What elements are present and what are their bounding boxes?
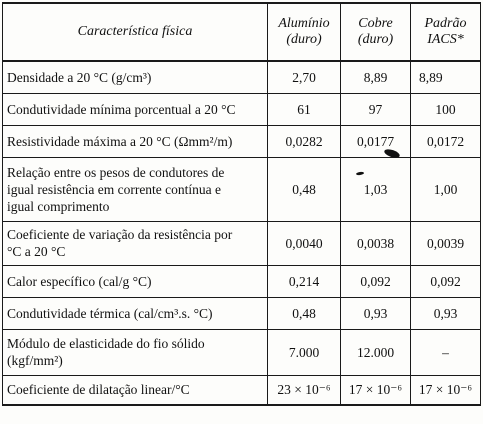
table-row: Condutividade mínima porcentual a 20 °C … (2, 92, 481, 126)
physical-properties-table: Característica física Alumínio (duro) Co… (2, 2, 481, 406)
row-cobre: 0,0038 (340, 220, 411, 266)
row-property: Condutividade térmica (cal/cm³.s. °C) (2, 296, 268, 330)
header-padrao: Padrão IACS* (410, 2, 481, 62)
row-property: Calor específico (cal/g °C) (2, 264, 268, 298)
row-padrao: – (410, 328, 481, 376)
table-row: Densidade a 20 °C (g/cm³) 2,70 8,89 8,89 (2, 60, 481, 94)
row-aluminio: 0,0282 (267, 124, 341, 158)
row-aluminio: 0,48 (267, 156, 341, 222)
row-property: Módulo de elasticidade do fio sólido (kg… (2, 328, 268, 376)
row-property: Densidade a 20 °C (g/cm³) (2, 60, 268, 94)
table-row: Relação entre os pesos de condutores de … (2, 156, 481, 222)
row-cobre: 17 × 10⁻⁶ (340, 374, 411, 406)
row-padrao: 100 (410, 92, 481, 126)
row-aluminio: 0,0040 (267, 220, 341, 266)
row-property: Coeficiente de variação da resistência p… (2, 220, 268, 266)
row-cobre: 1,03 (340, 156, 411, 222)
row-padrao: 0,092 (410, 264, 481, 298)
row-padrao: 8,89 (410, 60, 481, 94)
row-cobre: 12.000 (340, 328, 411, 376)
table-row: Condutividade térmica (cal/cm³.s. °C) 0,… (2, 296, 481, 330)
table-row: Calor específico (cal/g °C) 0,214 0,092 … (2, 264, 481, 298)
row-property: Relação entre os pesos de condutores de … (2, 156, 268, 222)
header-property: Característica física (2, 2, 268, 62)
row-cobre: 97 (340, 92, 411, 126)
row-padrao: 0,0172 (410, 124, 481, 158)
row-cobre: 0,0177 (340, 124, 411, 158)
table-row: Coeficiente de variação da resistência p… (2, 220, 481, 266)
header-cobre: Cobre (duro) (340, 2, 411, 62)
row-property: Resistividade máxima a 20 °C (Ωmm²/m) (2, 124, 268, 158)
table-row: Módulo de elasticidade do fio sólido (kg… (2, 328, 481, 376)
row-aluminio: 7.000 (267, 328, 341, 376)
header-aluminio: Alumínio (duro) (267, 2, 341, 62)
row-padrao: 0,0039 (410, 220, 481, 266)
row-padrao: 1,00 (410, 156, 481, 222)
row-aluminio: 0,214 (267, 264, 341, 298)
row-aluminio: 61 (267, 92, 341, 126)
table-header-row: Característica física Alumínio (duro) Co… (2, 2, 481, 62)
row-aluminio: 2,70 (267, 60, 341, 94)
row-property: Coeficiente de dilatação linear/°C (2, 374, 268, 406)
row-cobre: 0,93 (340, 296, 411, 330)
table-row: Coeficiente de dilatação linear/°C 23 × … (2, 374, 481, 406)
table-row: Resistividade máxima a 20 °C (Ωmm²/m) 0,… (2, 124, 481, 158)
row-aluminio: 0,48 (267, 296, 341, 330)
row-cobre: 0,092 (340, 264, 411, 298)
row-padrao: 0,93 (410, 296, 481, 330)
row-property: Condutividade mínima porcentual a 20 °C (2, 92, 268, 126)
row-padrao: 17 × 10⁻⁶ (410, 374, 481, 406)
row-aluminio: 23 × 10⁻⁶ (267, 374, 341, 406)
row-cobre: 8,89 (340, 60, 411, 94)
